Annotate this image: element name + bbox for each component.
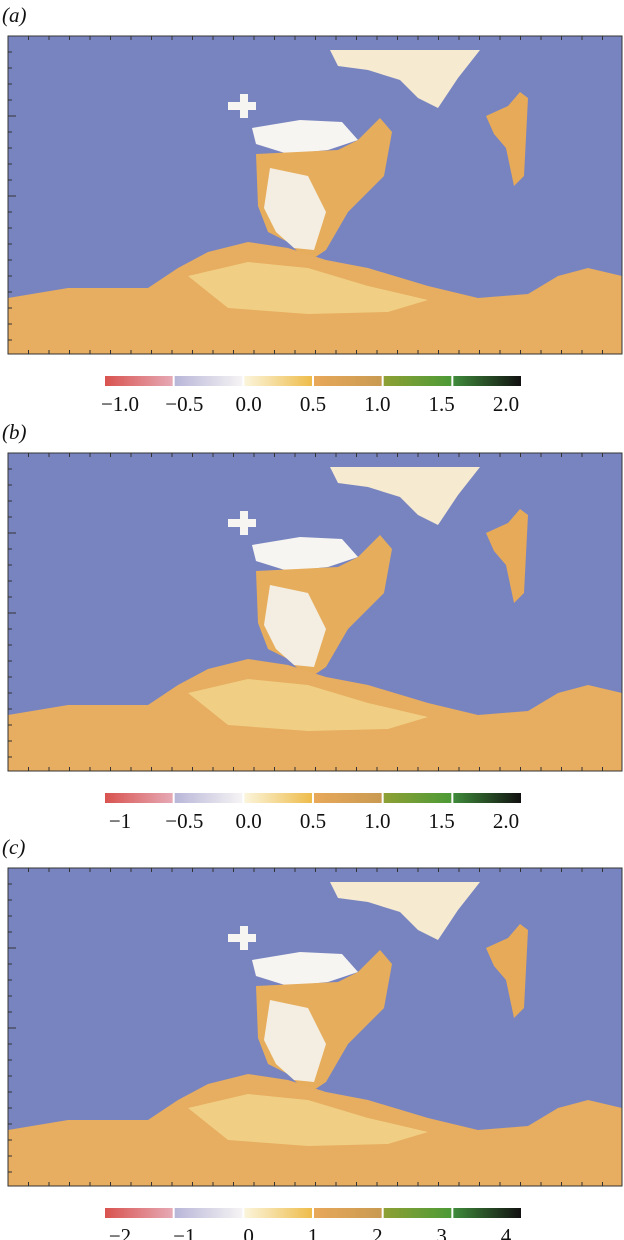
colorbar-segment: [174, 793, 243, 803]
land-south-light: [188, 1094, 428, 1146]
colorbar-segment: [174, 376, 243, 386]
colorbar-segment: [105, 376, 173, 386]
colorbar-tick-label: −1: [173, 1224, 195, 1240]
land-north-east: [486, 509, 528, 603]
land-north-east: [486, 924, 528, 1018]
colorbar-tick-label: 3: [436, 1224, 447, 1240]
colorbar-segment: [244, 793, 312, 803]
land-cap-white: [264, 585, 326, 667]
land-islet: [228, 94, 256, 118]
colorbar-segment: [383, 1208, 452, 1218]
colorbar-segment: [383, 376, 452, 386]
colorbar-tick-label: −1.0: [101, 392, 139, 416]
colorbar-segment: [314, 793, 382, 803]
land-north-cap: [252, 120, 358, 154]
land-north-cap: [252, 537, 358, 571]
land-cap-white: [264, 1000, 326, 1082]
colorbar-tick-label: 1.5: [429, 809, 455, 833]
colorbar-segment: [314, 1208, 382, 1218]
colorbar-segment: [174, 1208, 243, 1218]
land-greenland: [330, 882, 480, 940]
colorbar-tick-label: 0.5: [300, 809, 326, 833]
land-islet: [228, 511, 256, 535]
map: [7, 35, 623, 355]
land-greenland: [330, 50, 480, 108]
land-cap-white: [264, 168, 326, 250]
colorbar-segment: [453, 376, 521, 386]
colorbar-segment: [105, 1208, 173, 1218]
map: [7, 452, 623, 772]
colorbar-tick-label: 2.0: [493, 809, 519, 833]
colorbar-tick-label: 0.0: [236, 809, 262, 833]
land-south-light: [188, 262, 428, 314]
colorbar-segment: [105, 793, 173, 803]
colorbar-tick-label: 0.5: [300, 392, 326, 416]
land-greenland: [330, 467, 480, 525]
colorbar-segment: [244, 1208, 312, 1218]
colorbar-segment: [453, 793, 521, 803]
colorbar-tick-label: 0: [243, 1224, 254, 1240]
land-islet: [228, 926, 256, 950]
colorbar-tick-label: −0.5: [165, 809, 203, 833]
panel-label: (c): [2, 835, 25, 859]
colorbar-tick-label: 1: [308, 1224, 319, 1240]
colorbar-segment: [453, 1208, 521, 1218]
panel-label: (b): [2, 420, 27, 444]
colorbar-tick-label: −0.5: [165, 392, 203, 416]
colorbar-tick-label: 1.5: [429, 392, 455, 416]
colorbar-tick-label: 2: [372, 1224, 383, 1240]
colorbar-tick-label: 2.0: [493, 392, 519, 416]
colorbar-segment: [314, 376, 382, 386]
colorbar-tick-label: 4: [501, 1224, 512, 1240]
land-north-east: [486, 92, 528, 186]
colorbar-tick-label: −1: [109, 809, 131, 833]
colorbar-tick-label: 1.0: [364, 392, 390, 416]
colorbar-tick-label: −2: [109, 1224, 131, 1240]
colorbar-segment: [244, 376, 312, 386]
colorbar-tick-label: 1.0: [364, 809, 390, 833]
colorbar-tick-label: 0.0: [236, 392, 262, 416]
colorbar-segment: [383, 793, 452, 803]
land-south-light: [188, 679, 428, 731]
land-north-cap: [252, 952, 358, 986]
map: [7, 867, 623, 1187]
panel-label: (a): [2, 3, 27, 27]
